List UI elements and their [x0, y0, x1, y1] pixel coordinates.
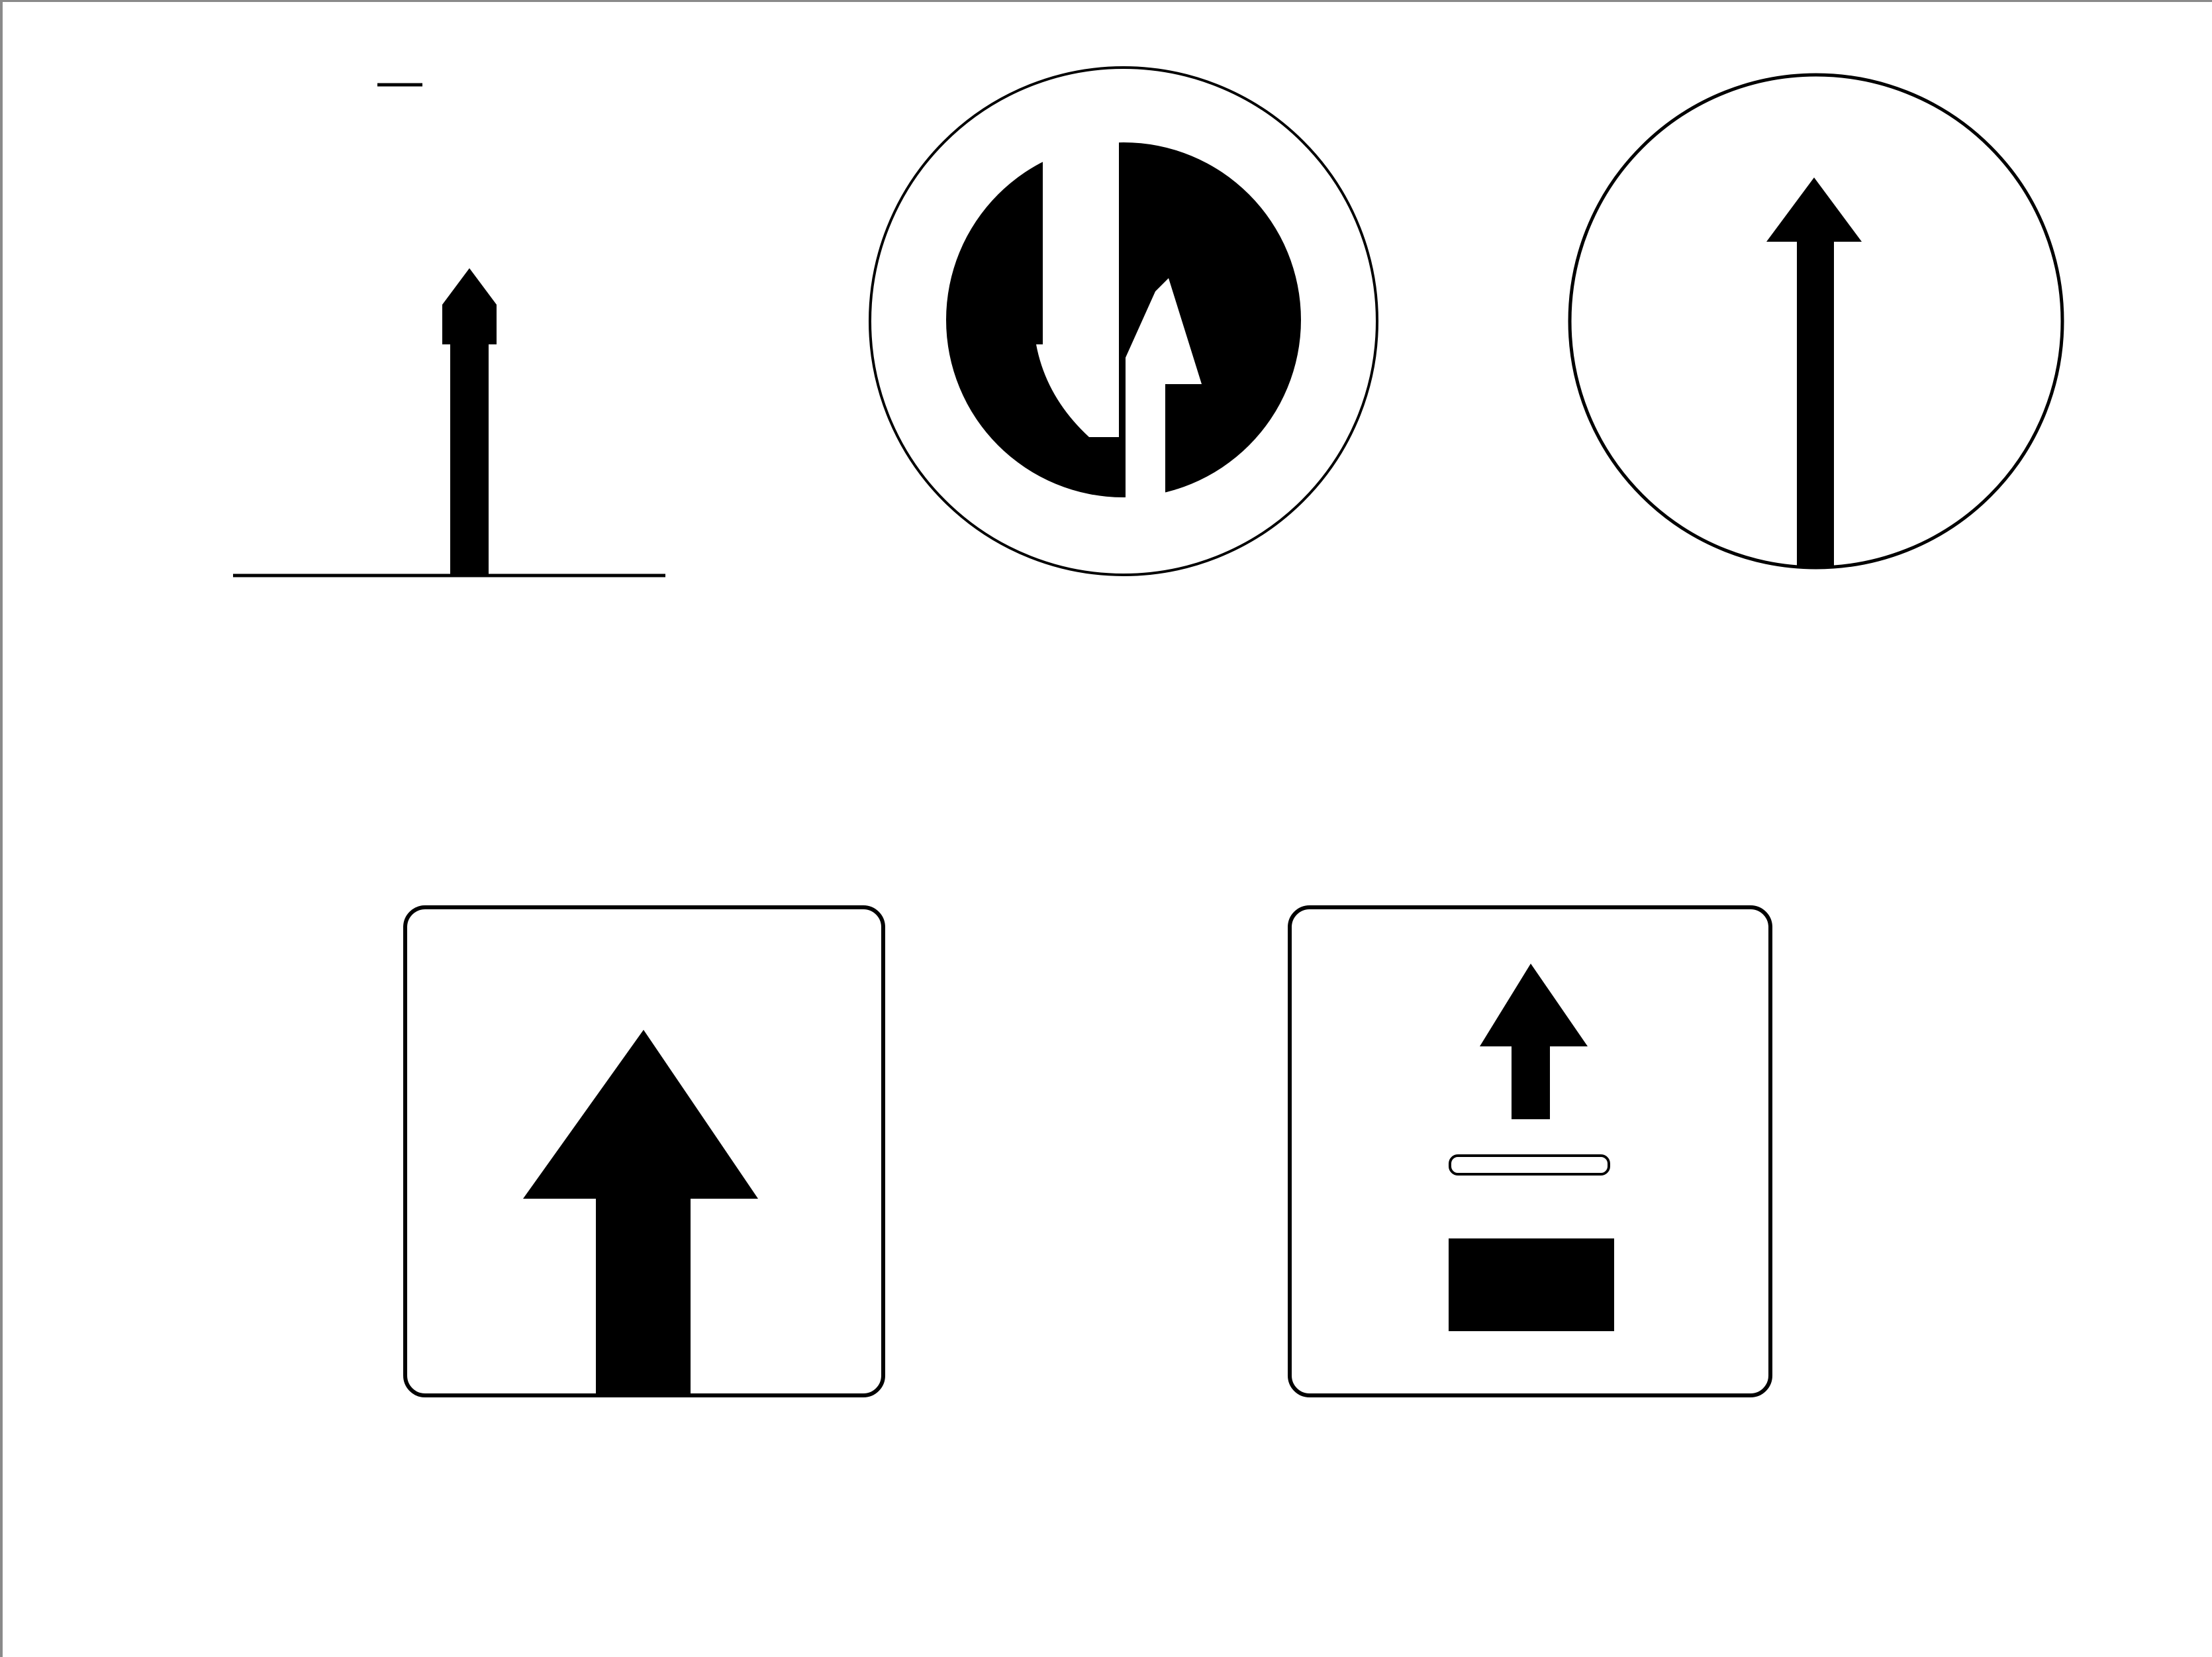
- arrow-head: [523, 1030, 758, 1199]
- straight-ahead-only-icon: [1568, 73, 2064, 570]
- arrow-head: [1766, 177, 1862, 242]
- arrow-head: [442, 268, 497, 344]
- arrow-shaft: [596, 1185, 691, 1394]
- sign-border: [1288, 905, 1772, 1397]
- one-way-arrow-icon: [233, 83, 665, 577]
- dead-end-ahead-icon: [1288, 905, 1772, 1397]
- arrow-head: [1480, 964, 1588, 1046]
- sign-outer-ring: [1568, 73, 2064, 570]
- sign-dark-disc: [946, 142, 1301, 497]
- arrow-shaft: [1797, 235, 1834, 566]
- down-arrow: [1036, 136, 1119, 437]
- sign-border: [403, 905, 885, 1397]
- sign-outer-ring: [869, 66, 1378, 576]
- arrow-shaft: [450, 321, 489, 576]
- two-way-traffic-icon: [869, 66, 1378, 576]
- up-arrow: [1126, 278, 1202, 507]
- dead-end-bar: [1449, 1154, 1610, 1176]
- dead-end-block: [1449, 1238, 1614, 1331]
- one-way-street-icon: [403, 905, 885, 1397]
